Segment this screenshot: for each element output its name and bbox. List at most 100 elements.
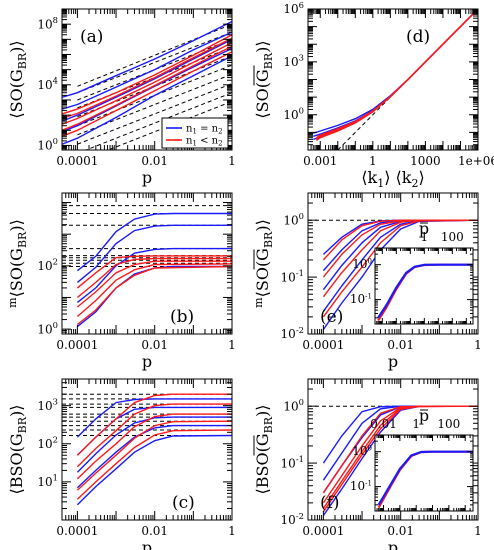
plot-frame: [307, 192, 479, 335]
panel-label: (e): [320, 307, 343, 327]
y-tick-label: 10-2: [281, 325, 304, 341]
series-line: [76, 434, 232, 506]
series-line: [62, 34, 232, 115]
y-axis-title: ⟨BSO(GBR)⟩: [253, 405, 275, 495]
plot-frame: [307, 378, 479, 521]
series-line: [76, 255, 232, 289]
series-line: [76, 429, 232, 500]
series-line: [76, 212, 232, 272]
series-line: [313, 9, 478, 137]
y-tick-label: 10-1: [350, 479, 372, 493]
x-tick-label: 1: [228, 338, 236, 352]
inset-frame: [374, 434, 474, 512]
y-tick-label: 103: [37, 396, 58, 412]
panel-b: 0.0001 0.01 1 100 102 p m⟨SO(GBR)⟩ (b): [6, 192, 236, 371]
y-tick-label: 101: [37, 473, 58, 489]
series-line: [76, 257, 232, 299]
x-tick-label: 0.01: [141, 338, 168, 352]
legend-label: n1 < n2: [186, 136, 223, 148]
y-tick-label: 100: [283, 106, 304, 122]
series-line: [377, 263, 473, 319]
inset-x-axis-title: p: [419, 406, 429, 425]
inset-x-tick-label: 1: [421, 230, 429, 244]
x-tick-label: 1: [228, 154, 236, 168]
x-tick-label: 0.01: [141, 524, 168, 538]
inset-f: 0.01 1 100 10-1 100 p: [350, 406, 474, 512]
series-line: [62, 31, 232, 110]
series-line: [76, 420, 232, 491]
y-axis-title: m⟨SO(GBR)⟩: [252, 219, 275, 308]
series-line: [313, 9, 478, 134]
inset-x-tick-label: 1: [412, 417, 420, 431]
series-line: [62, 45, 232, 131]
legend-box: [161, 117, 229, 149]
panel-c: 0.0001 0.01 1 101 102 103 p ⟨BSO(GBR)⟩ (c): [7, 378, 236, 550]
series-line: [315, 9, 478, 140]
x-tick-label: 0.01: [387, 338, 414, 352]
y-tick-label: 104: [37, 76, 58, 92]
inset-x-tick-label: 100: [441, 230, 464, 244]
panel-label: (d): [406, 27, 430, 47]
inset-x-tick-label: 100: [437, 417, 460, 431]
y-tick-label: 100: [37, 320, 58, 336]
series-line: [62, 42, 232, 125]
inset-e: 1 100 10-1 100 p: [350, 219, 474, 325]
inset-x-axis-title: p: [419, 219, 429, 238]
series-line: [76, 393, 232, 456]
y-tick-label: 100: [283, 211, 304, 227]
series-line: [313, 9, 478, 141]
plot-frame: [61, 192, 233, 335]
y-axis-title: ⟨SO(GBR)⟩: [253, 40, 275, 118]
series-line: [322, 219, 478, 318]
series-line: [62, 51, 232, 137]
series-line: [377, 450, 473, 506]
x-axis-title: p: [388, 352, 398, 371]
series-line: [76, 260, 232, 308]
x-tick-label: 0.0001: [56, 338, 98, 352]
panel-e: 0.0001 0.01 1 10-2 10-1 100 p m⟨SO(GBR)⟩ (e) 1 100…: [252, 192, 482, 371]
y-axis-title: m⟨SO(GBR)⟩: [6, 219, 29, 308]
series-line: [62, 37, 232, 120]
series-line: [76, 265, 232, 328]
x-tick-label: 0.001: [303, 154, 337, 168]
y-tick-label: 10-2: [281, 511, 304, 527]
x-axis-title: p: [142, 538, 152, 550]
x-tick-label: 1000: [410, 154, 441, 168]
series-line: [76, 247, 232, 303]
plot-frame: [61, 8, 233, 151]
inset-x-tick-label: 0.01: [370, 417, 397, 431]
y-tick-label: 100: [352, 444, 372, 458]
legend-label: n1 = n2: [186, 124, 223, 136]
series-line: [76, 416, 232, 473]
x-axis-title: p: [388, 538, 398, 550]
series-line: [76, 424, 232, 489]
inset-frame: [374, 247, 474, 325]
y-tick-label: 10-1: [281, 268, 304, 284]
y-axis-title: ⟨SO(GBR)⟩: [7, 40, 29, 118]
series-line: [316, 9, 478, 141]
panel-label: (a): [80, 27, 103, 47]
series-line: [316, 9, 478, 139]
y-tick-label: 106: [283, 0, 304, 16]
panel-a: 0.0001 0.01 1 100 104 108 p ⟨SO(GBR)⟩ (a) n1 = n2…: [7, 8, 236, 187]
y-tick-label: 108: [37, 15, 58, 31]
y-tick-label: 102: [37, 257, 58, 273]
series-line: [76, 224, 232, 283]
panel-label: (f): [320, 493, 340, 513]
x-tick-label: 1: [474, 524, 482, 538]
x-tick-label: 0.01: [387, 524, 414, 538]
series-line: [62, 55, 232, 145]
y-tick-label: 100: [352, 257, 372, 271]
x-axis-title: p: [142, 352, 152, 371]
x-tick-label: 0.0001: [56, 154, 98, 168]
y-tick-label: 102: [37, 435, 58, 451]
y-tick-label: 103: [283, 53, 304, 69]
y-tick-label: 100: [37, 136, 58, 152]
series-line: [62, 20, 232, 98]
y-axis-title: ⟨BSO(GBR)⟩: [7, 405, 29, 495]
y-tick-label: 100: [283, 397, 304, 413]
y-tick-label: 10-1: [281, 454, 304, 470]
series-line: [76, 413, 232, 480]
